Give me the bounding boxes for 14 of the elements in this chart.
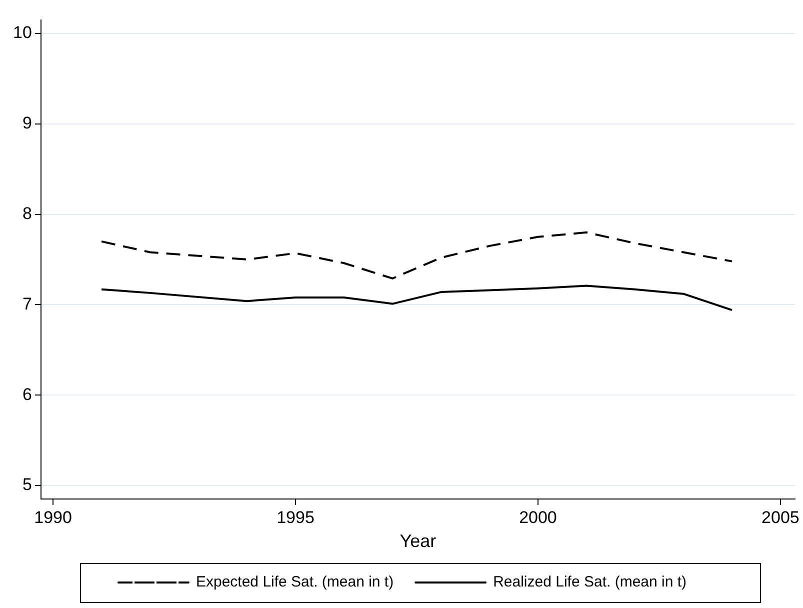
x-axis-title: Year xyxy=(400,531,436,552)
y-tick-label: 8 xyxy=(22,204,32,223)
y-tick-label: 5 xyxy=(22,475,32,494)
legend-label: Realized Life Sat. (mean in t) xyxy=(493,574,687,591)
x-tick-label: 2005 xyxy=(762,508,800,527)
line-series xyxy=(100,231,733,280)
x-tick-label: 2000 xyxy=(519,508,557,527)
y-tick-label: 10 xyxy=(12,23,32,42)
y-tick-label: 7 xyxy=(22,294,32,314)
y-tick-label: 9 xyxy=(22,114,32,133)
x-tick-label: 1990 xyxy=(34,508,72,527)
y-tick-label: 6 xyxy=(22,384,32,404)
x-tick-label: 1995 xyxy=(276,508,314,527)
legend-label: Expected Life Sat. (mean in t) xyxy=(196,574,394,591)
